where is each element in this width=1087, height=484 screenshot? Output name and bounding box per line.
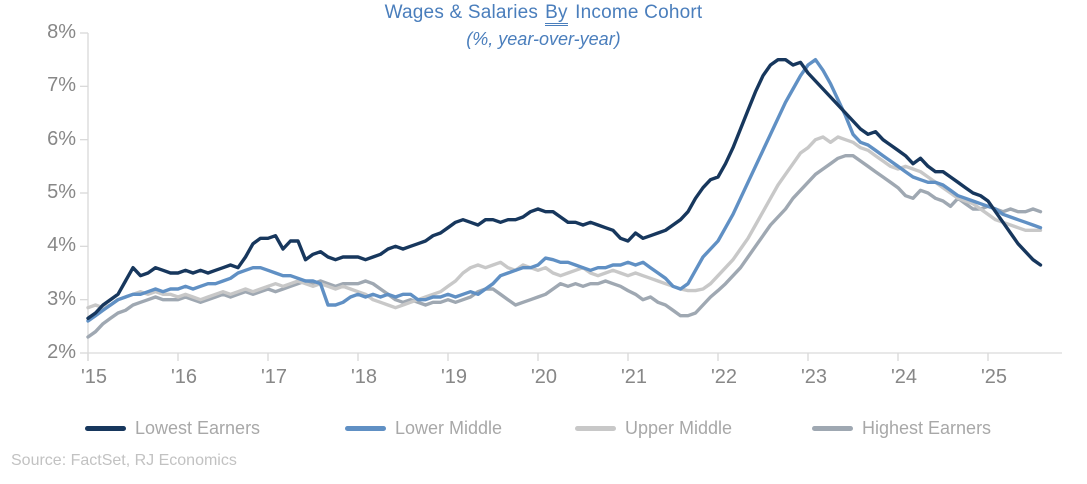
- chart-title-prefix: Wages & Salaries: [384, 2, 539, 23]
- legend-item-lower-middle: Lower Middle: [345, 413, 502, 443]
- legend-item-highest-earners: Highest Earners: [812, 413, 991, 443]
- x-tick-label: '15: [80, 366, 108, 388]
- y-tick-label: 6%: [47, 127, 76, 150]
- legend-label: Upper Middle: [625, 417, 733, 438]
- series-line-highest-earners: [86, 153, 1043, 339]
- series-line-lower-middle: [86, 58, 1043, 323]
- series-line-upper-middle: [86, 135, 1043, 310]
- chart-title: Wages & Salaries By Income Cohort: [0, 2, 1087, 26]
- legend-label: Lowest Earners: [135, 417, 261, 438]
- source-note: Source: FactSet, RJ Economics: [11, 452, 237, 469]
- x-tick-label: '22: [710, 366, 738, 388]
- x-tick-label: '21: [620, 366, 648, 388]
- x-tick-label: '17: [260, 366, 288, 388]
- chart-legend: Lowest Earners Lower Middle Upper Middle Hi…: [0, 413, 1087, 443]
- legend-item-upper-middle: Upper Middle: [575, 413, 732, 443]
- legend-label: Lower Middle: [395, 417, 503, 438]
- x-tick-label: '19: [440, 366, 468, 388]
- x-tick-label: '25: [980, 366, 1008, 388]
- y-tick-label: 7%: [47, 74, 76, 97]
- x-tick-label: '16: [170, 366, 198, 388]
- y-tick-label: 3%: [47, 287, 76, 310]
- line-chart-plot: [80, 32, 1062, 361]
- chart-subtitle: (%, year-over-year): [466, 28, 621, 49]
- legend-item-lowest-earners: Lowest Earners: [85, 413, 260, 443]
- legend-line-swatch: [575, 425, 616, 431]
- x-tick-label: '24: [890, 366, 918, 388]
- y-tick-label: 4%: [47, 234, 76, 257]
- x-tick-label: '18: [350, 366, 378, 388]
- legend-line-swatch: [345, 425, 386, 431]
- y-tick-label: 8%: [47, 21, 76, 43]
- x-tick-label: '20: [530, 366, 558, 388]
- x-tick-label: '23: [800, 366, 828, 388]
- chart-title-block: Wages & Salaries By Income Cohort (%, yea…: [0, 2, 1087, 50]
- y-tick-label: 2%: [47, 341, 76, 363]
- y-tick-label: 5%: [47, 181, 76, 203]
- chart-title-underlined-word: By: [545, 3, 568, 26]
- legend-line-swatch: [85, 425, 126, 431]
- legend-label: Highest Earners: [862, 417, 992, 438]
- chart-title-suffix: Income Cohort: [575, 2, 703, 23]
- series-line-lowest-earners: [86, 58, 1043, 320]
- legend-line-swatch: [812, 425, 853, 431]
